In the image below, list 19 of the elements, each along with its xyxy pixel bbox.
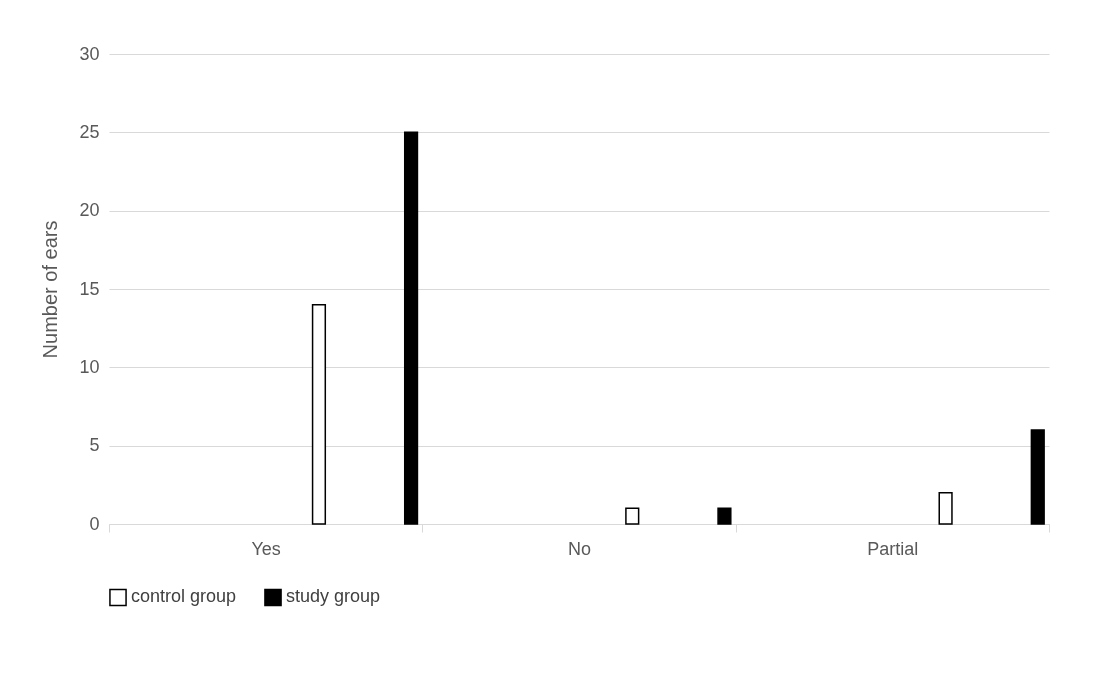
y-axis-title: Number of ears xyxy=(39,220,62,359)
bar xyxy=(625,507,640,525)
y-tick-label: 5 xyxy=(89,435,100,456)
legend-label: study group xyxy=(286,586,381,607)
x-tick-label: Partial xyxy=(867,538,919,559)
y-tick-label: 0 xyxy=(89,513,100,534)
y-tick-label: 20 xyxy=(79,200,100,221)
bar xyxy=(311,303,327,525)
bar xyxy=(403,131,419,525)
bar xyxy=(938,491,953,525)
y-tick-label: 25 xyxy=(79,121,100,142)
x-tick-label: No xyxy=(567,538,592,559)
bar xyxy=(1030,429,1045,525)
bar xyxy=(717,507,732,525)
legend-label: control group xyxy=(131,586,237,607)
y-tick-label: 10 xyxy=(79,356,100,377)
y-tick-label: 30 xyxy=(79,43,100,64)
x-tick-label: Yes xyxy=(251,538,281,559)
y-tick-label: 15 xyxy=(79,278,100,299)
